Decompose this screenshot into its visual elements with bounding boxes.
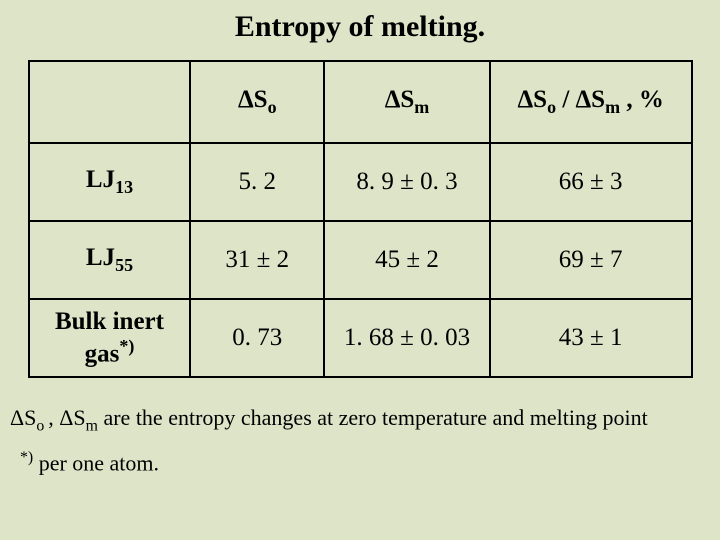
header-row: ΔSo ΔSm ΔSo / ΔSm , % <box>29 61 692 143</box>
footnotes: ΔSo , ΔSm are the entropy changes at zer… <box>10 400 720 480</box>
cell-so: 0. 73 <box>190 299 324 377</box>
cell-so: 5. 2 <box>190 143 324 221</box>
footnote-asterisk: *) per one atom. <box>20 445 720 481</box>
header-so: ΔSo <box>190 61 324 143</box>
cell-sm: 45 ± 2 <box>324 221 490 299</box>
table-row: LJ13 5. 2 8. 9 ± 0. 3 66 ± 3 <box>29 143 692 221</box>
header-sm: ΔSm <box>324 61 490 143</box>
row-label-lj13: LJ13 <box>29 143 191 221</box>
footnote-definition: ΔSo , ΔSm are the entropy changes at zer… <box>10 400 720 439</box>
row-label-lj55: LJ55 <box>29 221 191 299</box>
header-ratio: ΔSo / ΔSm , % <box>490 61 692 143</box>
table-row: Bulk inertgas*) 0. 73 1. 68 ± 0. 03 43 ±… <box>29 299 692 377</box>
cell-ratio: 43 ± 1 <box>490 299 692 377</box>
cell-ratio: 66 ± 3 <box>490 143 692 221</box>
cell-ratio: 69 ± 7 <box>490 221 692 299</box>
row-label-bulk: Bulk inertgas*) <box>29 299 191 377</box>
header-empty <box>29 61 191 143</box>
cell-sm: 8. 9 ± 0. 3 <box>324 143 490 221</box>
entropy-table: ΔSo ΔSm ΔSo / ΔSm , % LJ13 5. 2 8. 9 ± 0… <box>28 60 693 378</box>
page-title: Entropy of melting. <box>0 0 720 60</box>
table-row: LJ55 31 ± 2 45 ± 2 69 ± 7 <box>29 221 692 299</box>
cell-sm: 1. 68 ± 0. 03 <box>324 299 490 377</box>
cell-so: 31 ± 2 <box>190 221 324 299</box>
